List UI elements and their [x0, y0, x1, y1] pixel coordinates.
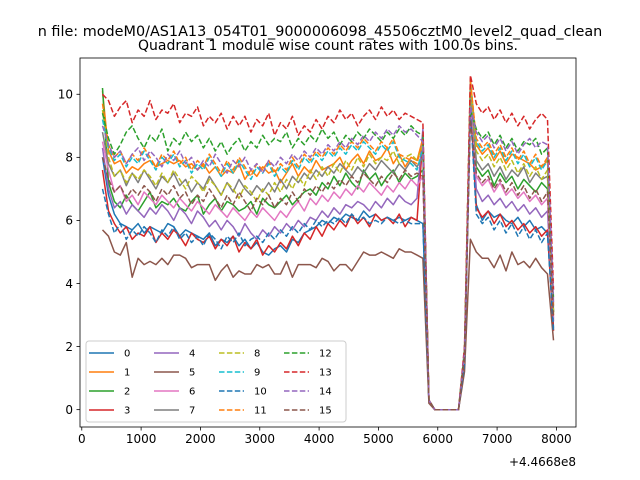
- x-tick-label: 0: [78, 432, 86, 446]
- x-tick-label: 6000: [422, 432, 453, 446]
- x-tick-label: 5000: [363, 432, 394, 446]
- series-line-2: [101, 87, 555, 411]
- legend-label-1: 1: [124, 368, 130, 379]
- legend-label-6: 6: [189, 387, 195, 398]
- x-offset-label: +4.4668e8: [509, 455, 576, 469]
- axes-frame: [79, 57, 577, 428]
- series-line-7: [101, 90, 555, 411]
- x-tick-label: 7000: [482, 432, 513, 446]
- series-line-13: [101, 74, 555, 411]
- series-line-5: [101, 229, 555, 411]
- legend-label-9: 9: [254, 368, 260, 379]
- legend-label-14: 14: [319, 387, 332, 398]
- y-axis: 0 2 4 6 8 10: [58, 88, 80, 417]
- y-tick-label: 4: [65, 277, 73, 291]
- series-line-10: [101, 109, 555, 411]
- series-line-15: [101, 118, 555, 411]
- x-tick-label: 3000: [244, 432, 275, 446]
- x-tick-label: 4000: [304, 432, 335, 446]
- legend-label-2: 2: [124, 387, 130, 398]
- series-line-11: [101, 80, 555, 411]
- x-tick-label: 2000: [185, 432, 216, 446]
- x-axis: 0 1000 2000 3000 4000 5000 6000 7000 8000: [78, 427, 572, 446]
- legend-label-10: 10: [254, 387, 267, 398]
- y-tick-label: 6: [65, 214, 73, 228]
- legend-label-12: 12: [319, 349, 332, 360]
- series-line-8: [101, 84, 555, 411]
- legend-label-15: 15: [319, 406, 332, 417]
- legend-label-0: 0: [124, 349, 130, 360]
- legend-label-5: 5: [189, 368, 195, 379]
- x-tick-label: 1000: [126, 432, 157, 446]
- series-layer: [101, 74, 555, 411]
- x-tick-label: 8000: [541, 432, 572, 446]
- series-line-9: [101, 80, 555, 411]
- legend-label-7: 7: [189, 406, 195, 417]
- series-line-4: [101, 96, 555, 411]
- y-tick-label: 8: [65, 151, 73, 165]
- legend-label-3: 3: [124, 406, 130, 417]
- legend-label-11: 11: [254, 406, 267, 417]
- chart-title: Quadrant 1 module wise count rates with …: [138, 38, 518, 54]
- series-line-12: [101, 109, 555, 411]
- y-tick-label: 10: [58, 88, 73, 102]
- legend-label-8: 8: [254, 349, 260, 360]
- y-tick-label: 0: [65, 403, 73, 417]
- legend-frame: [85, 340, 347, 423]
- series-line-6: [101, 93, 555, 411]
- legend-label-4: 4: [189, 349, 195, 360]
- figure-suptitle: n file: modeM0/AS1A13_054T01_9000006098_…: [38, 24, 603, 40]
- legend-label-13: 13: [319, 368, 332, 379]
- series-line-14: [101, 106, 555, 411]
- y-tick-label: 2: [65, 340, 73, 354]
